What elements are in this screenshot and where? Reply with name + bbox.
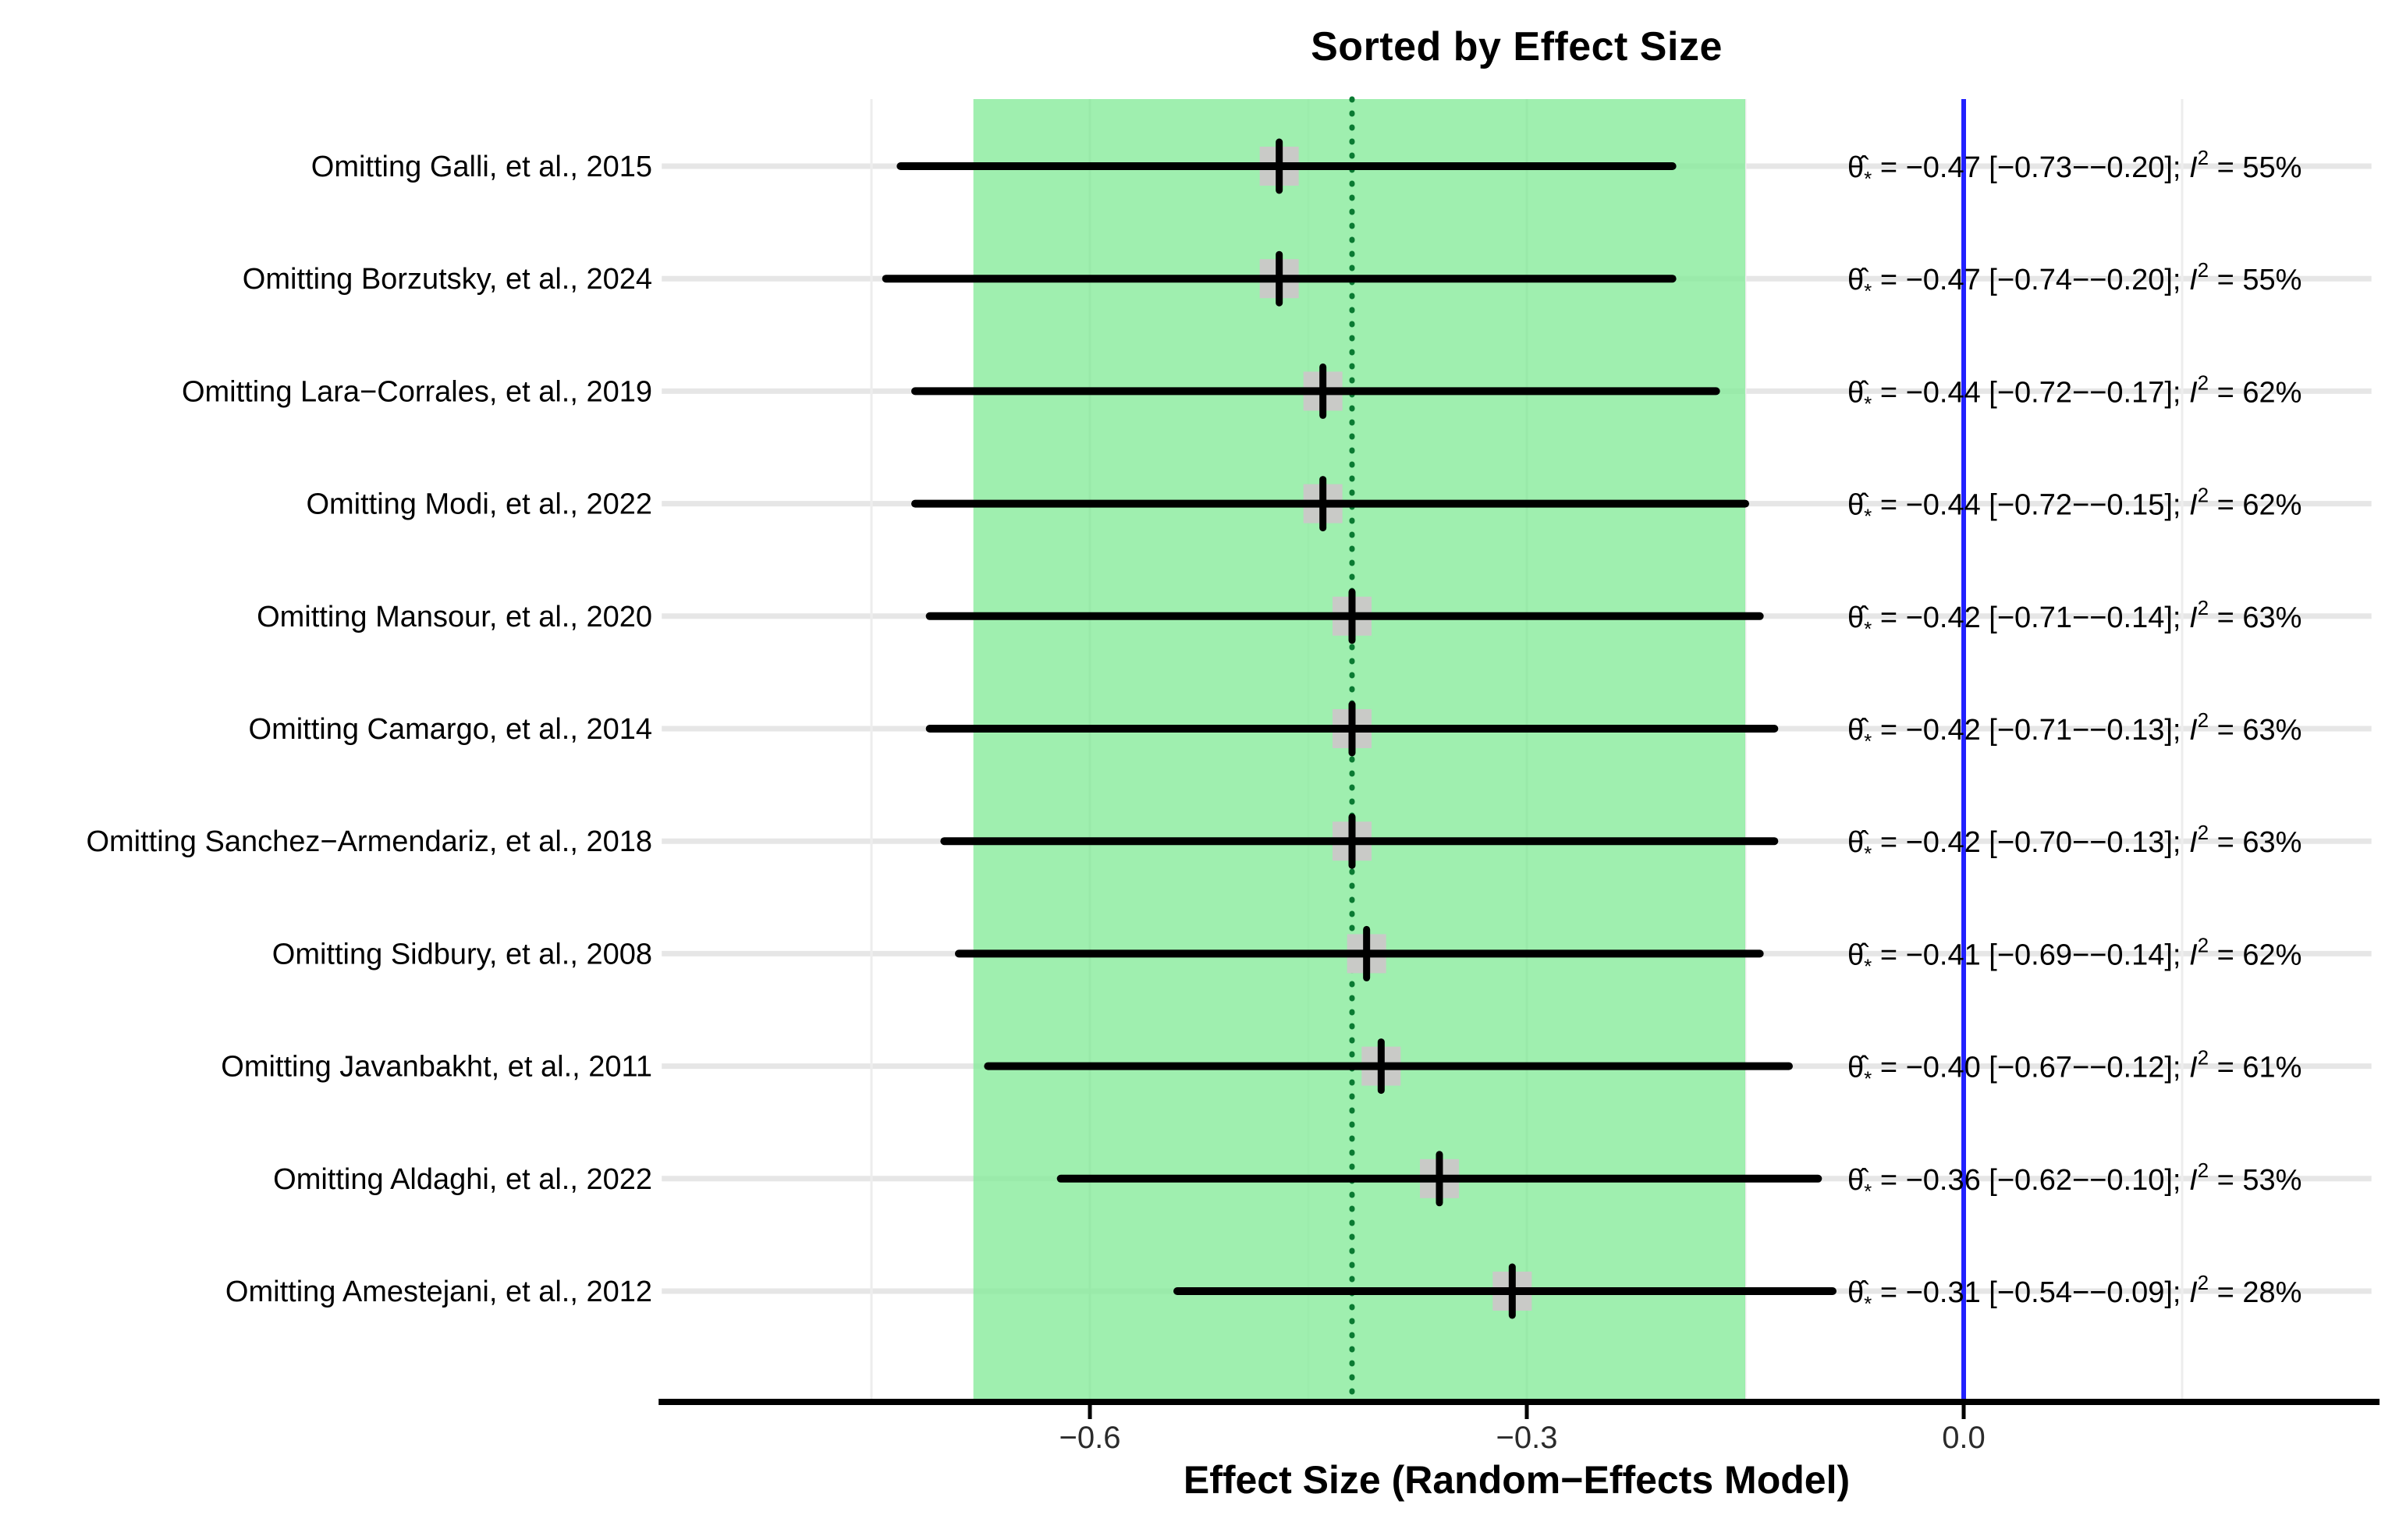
estimate-annotation: θ̂* = −0.40 [−0.67−−0.12]; I2 = 61% [1847, 1046, 2302, 1091]
estimate-annotation: θ̂* = −0.42 [−0.71−−0.13]; I2 = 63% [1847, 708, 2302, 753]
x-axis-tick-label: 0.0 [1942, 1421, 1986, 1455]
pooled-ci-band [973, 99, 1745, 1402]
estimate-annotation: θ̂* = −0.36 [−0.62−−0.10]; I2 = 53% [1847, 1159, 2302, 1203]
forest-row: Omitting Galli, et al., 2015 θ̂* = −0.47 … [311, 138, 2302, 194]
study-label: Omitting Camargo, et al., 2014 [249, 713, 652, 746]
estimate-annotation: θ̂* = −0.31 [−0.54−−0.09]; I2 = 28% [1847, 1271, 2302, 1315]
study-label: Omitting Sanchez−Armendariz, et al., 201… [86, 825, 652, 858]
forest-row: Omitting Aldaghi, et al., 2022 θ̂* = −0.3… [273, 1151, 2302, 1207]
study-label: Omitting Aldaghi, et al., 2022 [273, 1163, 652, 1196]
forest-row: Omitting Modi, et al., 2022 θ̂* = −0.44 [… [306, 476, 2302, 532]
estimate-annotation: θ̂* = −0.44 [−0.72−−0.17]; I2 = 62% [1847, 371, 2302, 415]
estimate-annotation: θ̂* = −0.42 [−0.71−−0.14]; I2 = 63% [1847, 596, 2302, 640]
x-axis-title: Effect Size (Random−Effects Model) [1183, 1458, 1851, 1502]
study-label: Omitting Borzutsky, et al., 2024 [243, 263, 652, 296]
study-label: Omitting Mansour, et al., 2020 [257, 601, 652, 633]
forest-row: Omitting Javanbakht, et al., 2011 θ̂* = −… [221, 1038, 2302, 1095]
forest-row: Omitting Camargo, et al., 2014 θ̂* = −0.4… [249, 701, 2302, 757]
estimate-annotation: θ̂* = −0.42 [−0.70−−0.13]; I2 = 63% [1847, 821, 2302, 865]
forest-row: Omitting Borzutsky, et al., 2024 θ̂* = −0… [243, 250, 2302, 307]
study-label: Omitting Modi, et al., 2022 [306, 488, 652, 521]
forest-row: Omitting Mansour, et al., 2020 θ̂* = −0.4… [257, 588, 2302, 644]
x-axis-tick-label: −0.3 [1496, 1421, 1558, 1455]
estimate-annotation: θ̂* = −0.47 [−0.74−−0.20]; I2 = 55% [1847, 258, 2302, 303]
forest-row: Omitting Lara−Corrales, et al., 2019 θ̂* … [182, 363, 2302, 419]
study-label: Omitting Galli, et al., 2015 [311, 151, 652, 183]
estimate-annotation: θ̂* = −0.47 [−0.73−−0.20]; I2 = 55% [1847, 146, 2302, 190]
forest-row: Omitting Amestejani, et al., 2012 θ̂* = −… [225, 1263, 2302, 1319]
x-axis-tick-label: −0.6 [1059, 1421, 1121, 1455]
study-label: Omitting Lara−Corrales, et al., 2019 [182, 375, 652, 408]
study-label: Omitting Amestejani, et al., 2012 [225, 1276, 652, 1308]
forest-row: Omitting Sanchez−Armendariz, et al., 201… [86, 813, 2302, 869]
chart-title: Sorted by Effect Size [1311, 24, 1723, 69]
estimate-annotation: θ̂* = −0.41 [−0.69−−0.14]; I2 = 62% [1847, 933, 2302, 978]
study-label: Omitting Sidbury, et al., 2008 [272, 938, 652, 970]
estimate-annotation: θ̂* = −0.44 [−0.72−−0.15]; I2 = 62% [1847, 484, 2302, 528]
forest-row: Omitting Sidbury, et al., 2008 θ̂* = −0.4… [272, 925, 2302, 981]
study-label: Omitting Javanbakht, et al., 2011 [221, 1051, 652, 1084]
